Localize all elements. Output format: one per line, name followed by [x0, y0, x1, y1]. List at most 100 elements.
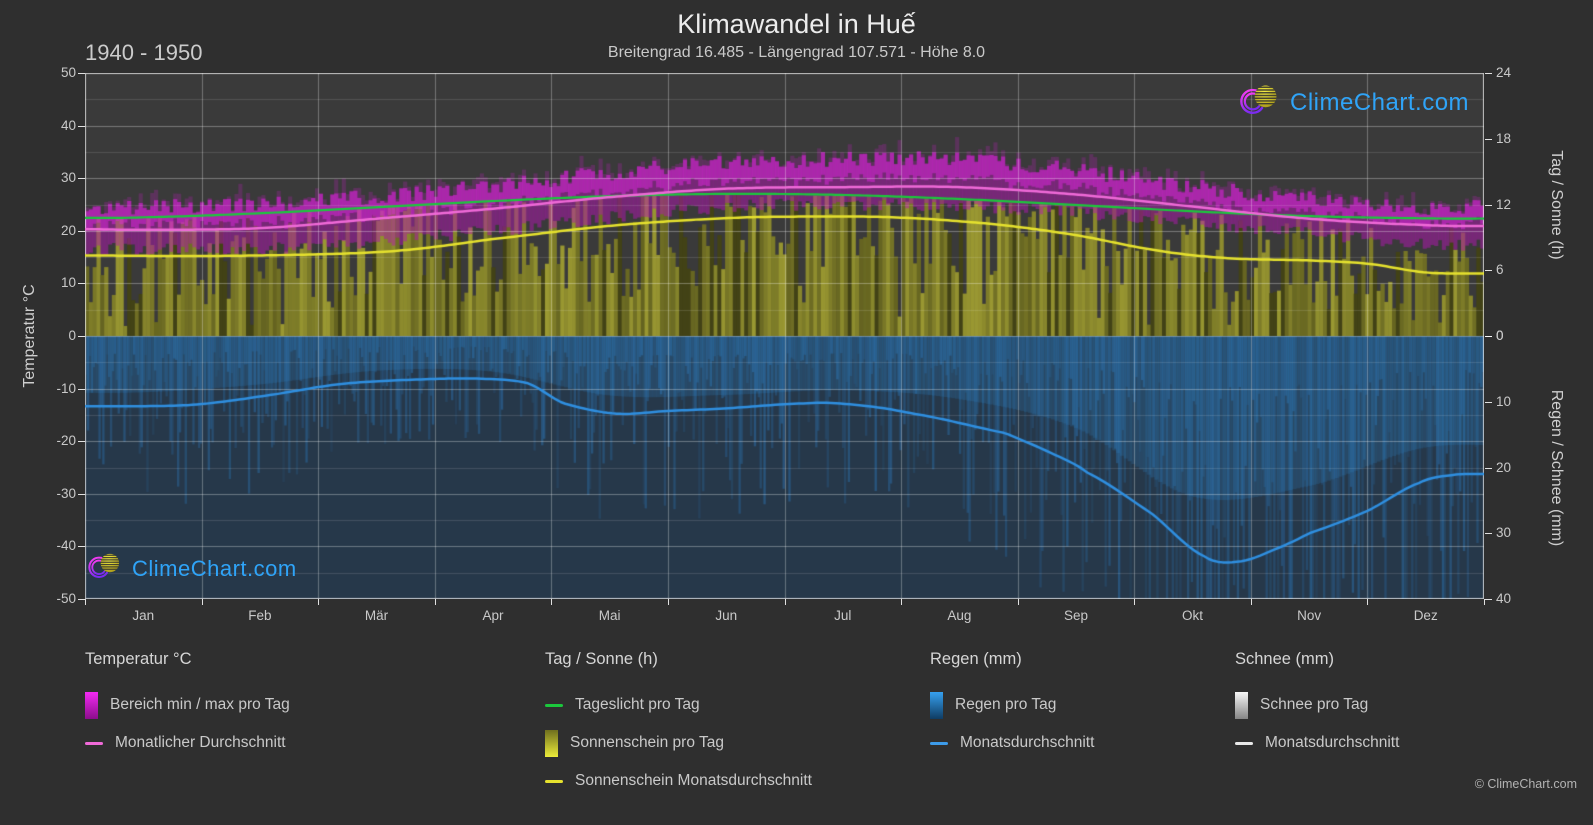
month-label: Sep: [1063, 608, 1088, 623]
legend-column: Regen (mm) Regen pro Tag Monatsdurchschnit…: [930, 650, 1094, 762]
legend-item: Monatsdurchschnitt: [1235, 724, 1399, 762]
period-label: 1940 - 1950: [85, 40, 203, 65]
legend-item: Sonnenschein Monatsdurchschnitt: [545, 762, 812, 800]
climate-plot-canvas: [85, 73, 1484, 599]
y-axis-label-sun: Tag / Sonne (h): [1548, 150, 1565, 260]
legend-item-label: Bereich min / max pro Tag: [110, 696, 290, 713]
x-axis-tick: [1250, 599, 1252, 605]
y-axis-tick-label-temp: -40: [56, 538, 76, 554]
y-axis-tick-sun: [1485, 270, 1492, 272]
x-axis-tick: [318, 599, 320, 605]
legend-item: Regen pro Tag: [930, 686, 1094, 724]
y-axis-label-precip: Regen / Schnee (mm): [1548, 389, 1565, 547]
legend-item: Bereich min / max pro Tag: [85, 686, 290, 724]
y-axis-tick-precip: [1485, 401, 1492, 403]
x-axis-tick: [1367, 599, 1369, 605]
climechart-logo-svg: [1240, 85, 1277, 115]
y-axis-tick-temp: [78, 178, 85, 180]
legend-item: Schnee pro Tag: [1235, 686, 1399, 724]
y-axis-tick-label-precip: 30: [1496, 525, 1512, 541]
y-axis-tick-label-sun: 24: [1496, 65, 1512, 80]
month-label: Mai: [598, 608, 621, 623]
climechart-watermark-bottom: ClimeChart.com: [88, 551, 297, 587]
x-axis-tick: [1017, 599, 1019, 605]
y-axis-tick-temp: [78, 73, 85, 74]
y-axis-tick-label-sun: 6: [1496, 262, 1504, 278]
y-axis-tick-label-temp: 0: [68, 328, 76, 343]
legend-line-swatch: [1235, 741, 1253, 745]
copyright-text: © ClimeChart.com: [1474, 777, 1577, 791]
legend-line-swatch: [545, 779, 563, 783]
y-axis-tick-label-sun: 0: [1496, 328, 1504, 343]
y-axis-tick-label-temp: -50: [56, 591, 76, 606]
climechart-watermark-top: ClimeChart.com: [1240, 82, 1469, 124]
legend-item-label: Regen pro Tag: [955, 696, 1057, 713]
month-label: Nov: [1297, 608, 1322, 623]
month-label: Jul: [834, 608, 852, 623]
x-axis-tick: [1134, 599, 1136, 605]
y-axis-tick-temp: [78, 283, 85, 285]
y-axis-tick-sun: [1485, 73, 1492, 74]
legend-gradient-swatch: [1235, 691, 1248, 719]
legend-section-header: Tag / Sonne (h): [545, 650, 658, 668]
legend-item-label: Monatlicher Durchschnitt: [115, 734, 286, 751]
legend-line-swatch: [545, 703, 563, 707]
y-axis-tick-label-precip: 40: [1496, 591, 1512, 606]
climechart-logo-icon: [88, 551, 124, 587]
x-axis-tick: [667, 599, 669, 605]
legend-item-label: Sonnenschein Monatsdurchschnitt: [575, 772, 812, 789]
page-title: Klimawandel in Huế: [677, 9, 916, 39]
month-label: Jun: [715, 608, 738, 623]
month-label: Apr: [482, 608, 504, 623]
legend-gradient-swatch: [545, 729, 558, 757]
y-axis-tick-temp: [78, 599, 85, 600]
x-axis-tick: [1484, 599, 1485, 605]
legend-section-header: Schnee (mm): [1235, 650, 1335, 668]
legend-item: Sonnenschein pro Tag: [545, 724, 812, 762]
y-axis-tick-label-temp: 30: [60, 170, 76, 186]
x-axis-tick: [434, 599, 436, 605]
legend-column: Tag / Sonne (h) Tageslicht pro Tag Sonnens…: [545, 650, 812, 800]
y-axis-tick-temp: [78, 336, 85, 337]
y-axis-tick-temp: [78, 546, 85, 548]
legend-gradient-swatch: [85, 691, 98, 719]
y-axis-tick-temp: [78, 388, 85, 390]
month-label: Mär: [364, 608, 389, 623]
climechart-logo-text: ClimeChart.com: [1290, 89, 1470, 116]
y-axis-tick-precip: [1485, 599, 1492, 600]
legend-item-label: Tageslicht pro Tag: [575, 696, 700, 713]
y-axis-tick-label-precip: 0: [1496, 328, 1504, 343]
legend-item: Monatsdurchschnitt: [930, 724, 1094, 762]
month-label: Feb: [248, 608, 272, 623]
y-axis-tick-label-temp: 50: [60, 65, 76, 80]
y-axis-tick-temp: [78, 230, 85, 232]
legend-item: Monatlicher Durchschnitt: [85, 724, 290, 762]
y-axis-tick-temp: [78, 493, 85, 495]
y-axis-tick-precip: [1485, 467, 1492, 469]
y-axis-tick-label-precip: 20: [1496, 459, 1512, 475]
legend-item: Tageslicht pro Tag: [545, 686, 812, 724]
legend-item-label: Schnee pro Tag: [1260, 696, 1369, 713]
legend-section-header: Regen (mm): [930, 650, 1022, 668]
y-axis-tick-label-temp: 20: [60, 222, 76, 238]
y-axis-tick-sun: [1485, 204, 1492, 206]
page-subtitle: Breitengrad 16.485 - Längengrad 107.571 …: [607, 44, 986, 61]
legend-item-label: Sonnenschein pro Tag: [570, 734, 724, 751]
month-label: Aug: [947, 608, 972, 623]
legend-column: Temperatur °C Bereich min / max pro Tag Mo…: [85, 650, 290, 762]
y-axis-tick-label-temp: 40: [60, 117, 76, 133]
y-axis-tick-label-temp: -10: [56, 380, 76, 396]
y-axis-tick-temp: [78, 441, 85, 443]
legend-line-swatch: [930, 741, 948, 745]
y-axis-tick-temp: [78, 125, 85, 127]
month-label: Okt: [1182, 608, 1204, 623]
month-label: Jan: [132, 608, 155, 623]
climechart-logo-icon: [1240, 82, 1282, 124]
climechart-logo-text: ClimeChart.com: [132, 556, 297, 581]
y-axis-tick-label-temp: 10: [60, 275, 76, 291]
x-axis-tick: [551, 599, 553, 605]
x-axis-tick: [201, 599, 203, 605]
legend-column: Schnee (mm) Schnee pro Tag Monatsdurchschn…: [1235, 650, 1399, 762]
legend-section-header: Temperatur °C: [85, 650, 192, 668]
